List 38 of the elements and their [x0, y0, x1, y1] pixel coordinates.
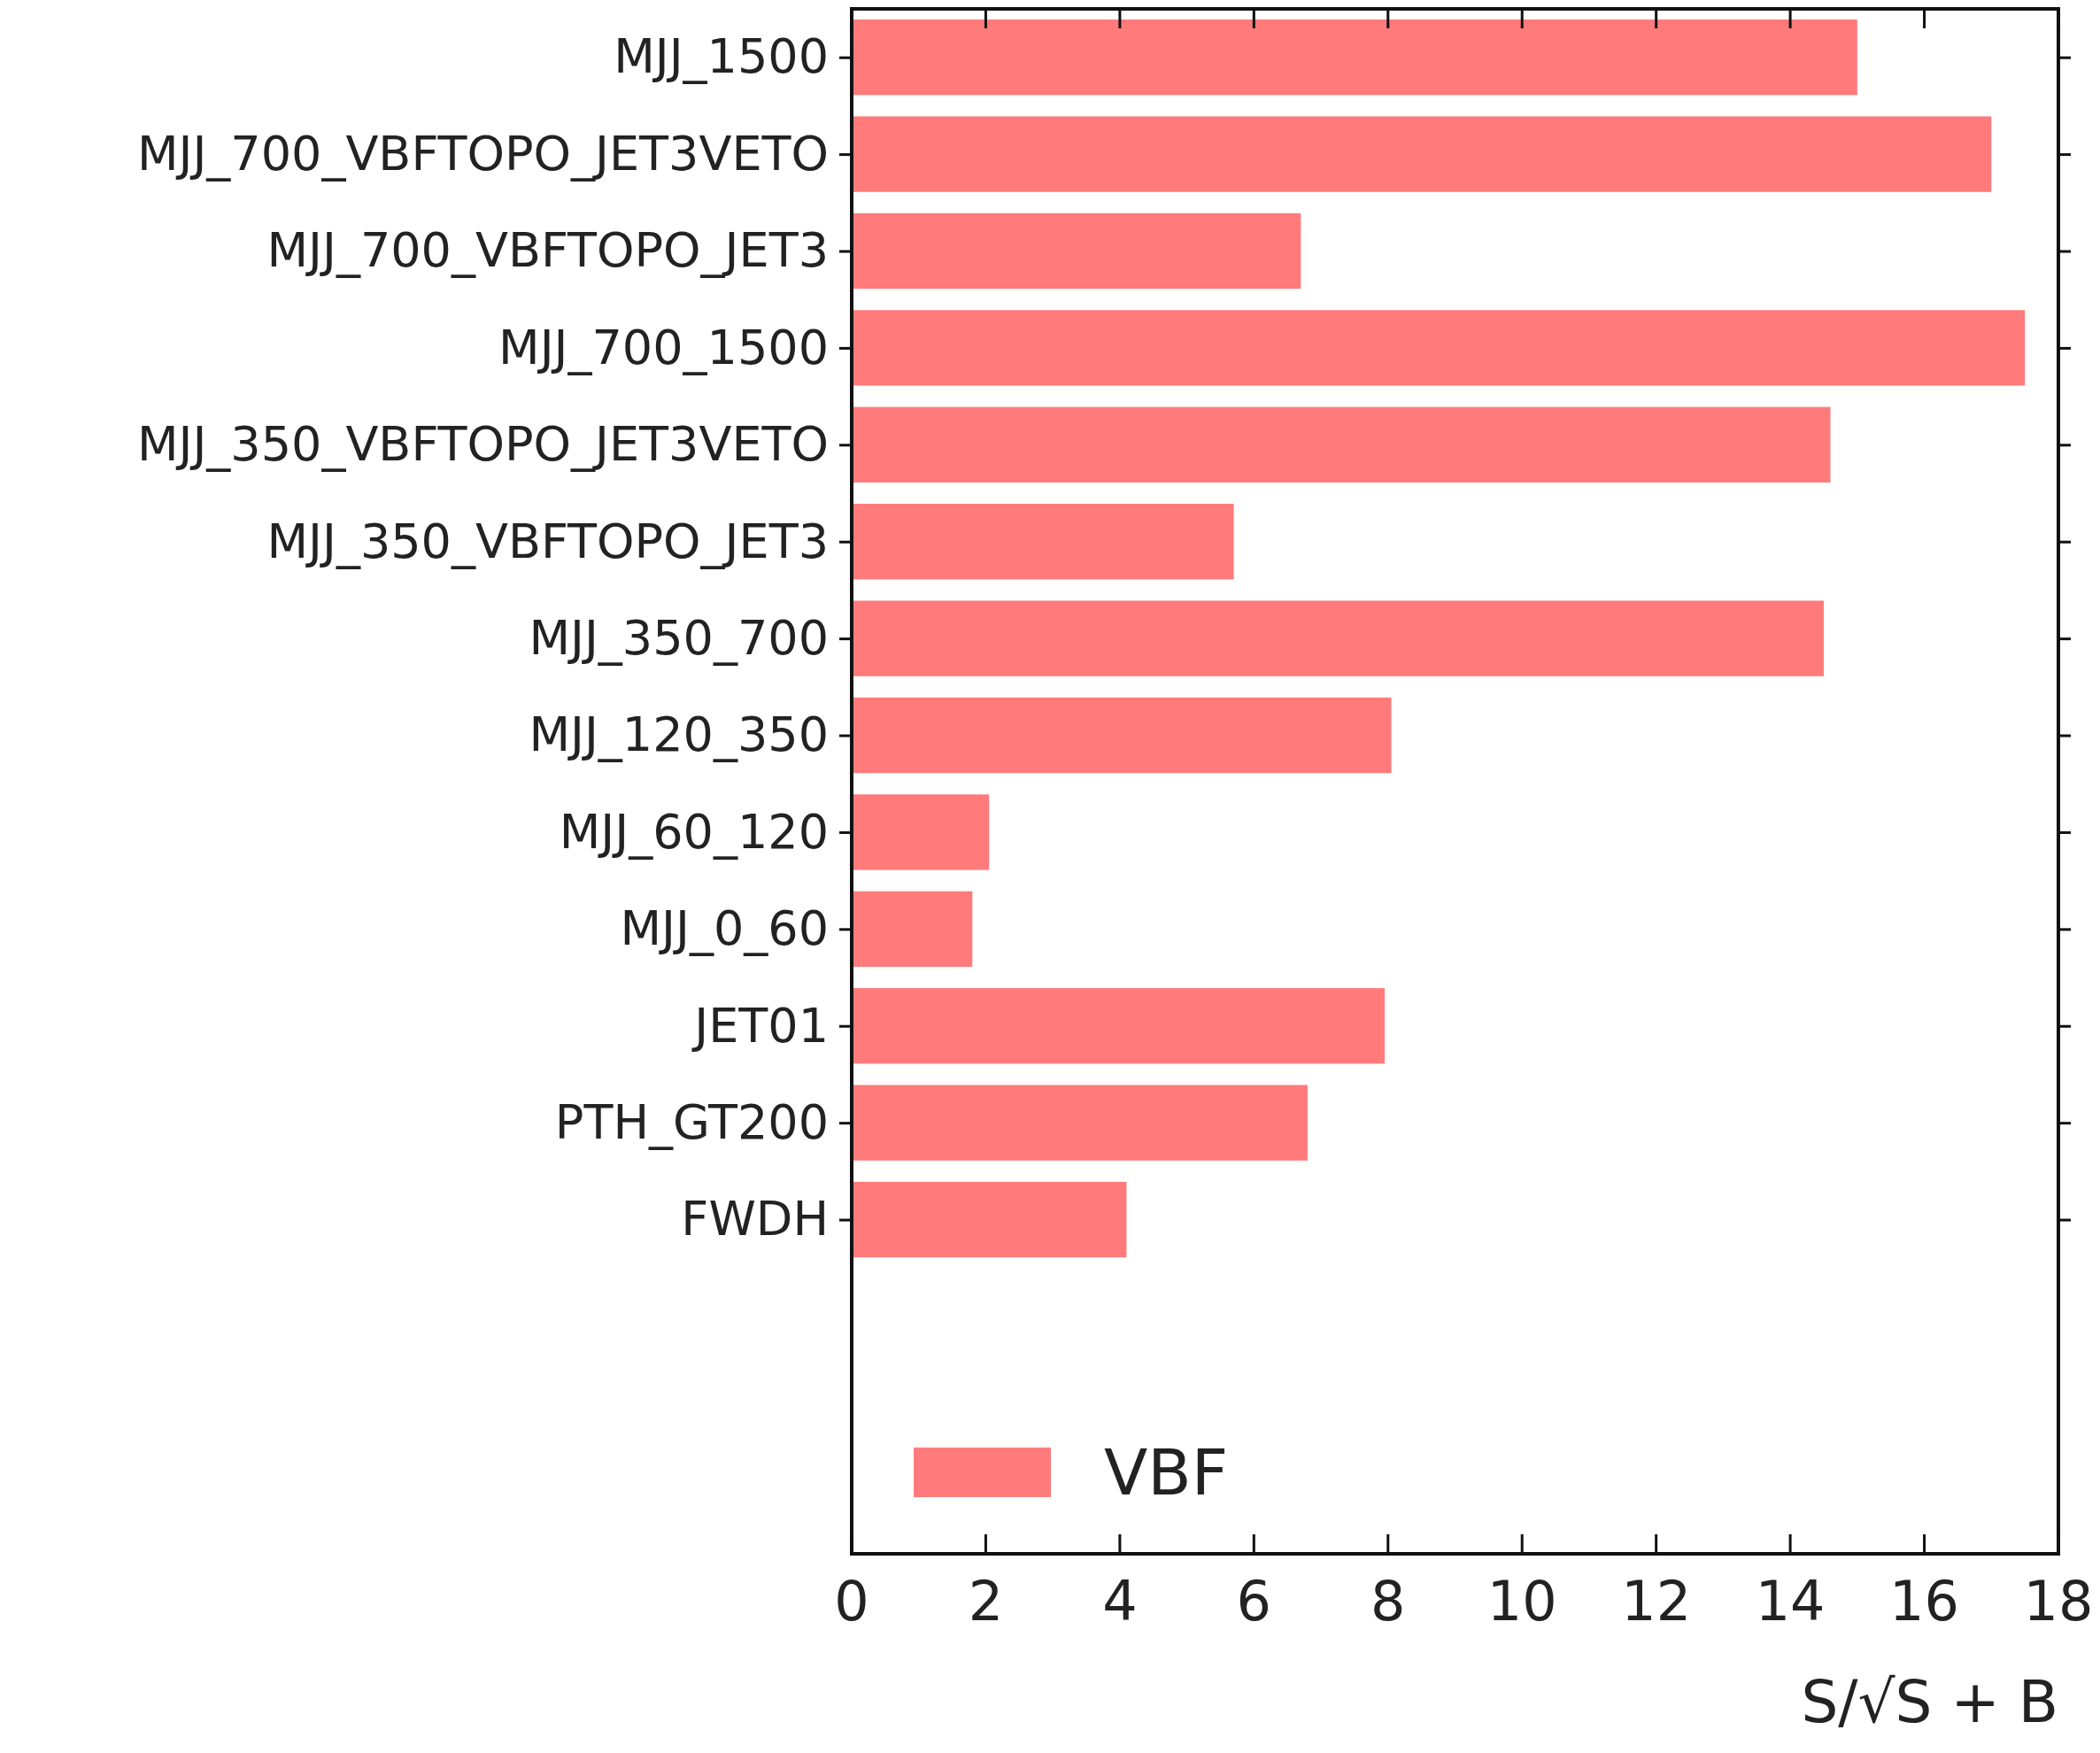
x-tick-label: 10	[1486, 1569, 1557, 1633]
bar	[852, 406, 1831, 483]
bar	[852, 697, 1392, 774]
y-tick-label: MJJ_700_VBFTOPO_JET3	[266, 222, 829, 279]
bar	[852, 794, 990, 870]
x-tick-label: 6	[1236, 1569, 1272, 1633]
y-tick-label: MJJ_60_120	[559, 803, 829, 860]
x-tick-label: 2	[968, 1569, 1004, 1633]
bar	[852, 600, 1824, 676]
legend-label: VBF	[1104, 1435, 1229, 1510]
bar	[852, 1181, 1127, 1258]
x-tick-label: 18	[2023, 1569, 2094, 1633]
bar	[852, 988, 1385, 1064]
y-tick-label: JET01	[691, 997, 829, 1054]
x-axis-title: S/√S + B	[1801, 1668, 2058, 1736]
y-tick-label: MJJ_350_VBFTOPO_JET3VETO	[136, 416, 829, 473]
y-tick-label: MJJ_700_1500	[498, 319, 829, 375]
x-tick-label: 0	[834, 1569, 869, 1633]
bar	[852, 116, 1992, 192]
bar	[852, 19, 1857, 96]
bar	[852, 1085, 1308, 1161]
bar	[852, 504, 1234, 580]
y-tick-label: MJJ_0_60	[620, 900, 829, 957]
x-tick-label: 14	[1755, 1569, 1826, 1633]
x-tick-label: 16	[1889, 1569, 1960, 1633]
x-tick-label: 12	[1621, 1569, 1692, 1633]
x-tick-label: 8	[1370, 1569, 1406, 1633]
y-tick-label: MJJ_120_350	[529, 707, 829, 763]
bar	[852, 212, 1301, 290]
y-tick-label: MJJ_350_700	[529, 609, 829, 666]
bar	[852, 891, 973, 968]
bar	[852, 310, 2026, 386]
y-tick-label: MJJ_1500	[614, 28, 829, 85]
y-tick-label: MJJ_350_VBFTOPO_JET3	[266, 513, 829, 569]
y-tick-label: PTH_GT200	[554, 1093, 829, 1150]
x-tick-label: 4	[1102, 1569, 1138, 1633]
y-tick-label: MJJ_700_VBFTOPO_JET3VETO	[136, 125, 829, 181]
y-tick-label: FWDH	[681, 1191, 829, 1247]
